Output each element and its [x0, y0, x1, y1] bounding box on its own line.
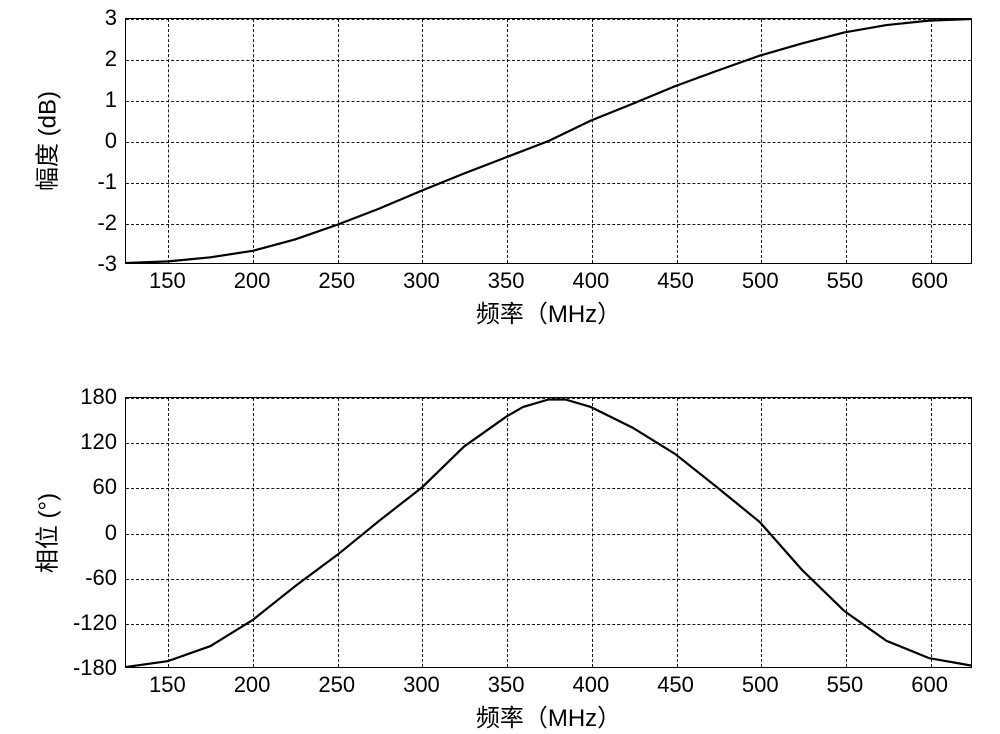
- panel-phase: 150200250300350400450500550600-180-120-6…: [0, 0, 1000, 734]
- ytick-label: -180: [73, 655, 117, 681]
- xtick-label: 500: [742, 672, 779, 698]
- series-svg: [126, 398, 971, 667]
- plot-area-phase: [125, 397, 972, 668]
- ytick-label: 120: [80, 429, 117, 455]
- ytick-label: 180: [80, 384, 117, 410]
- ytick-label: -120: [73, 610, 117, 636]
- xtick-label: 450: [657, 672, 694, 698]
- xtick-label: 300: [403, 672, 440, 698]
- ytick-label: -60: [85, 565, 117, 591]
- xtick-label: 600: [911, 672, 948, 698]
- figure: 150200250300350400450500550600-3-2-10123…: [0, 0, 1000, 734]
- ylabel: 相位 (°): [28, 492, 63, 572]
- xtick-label: 550: [827, 672, 864, 698]
- xlabel: 频率（MHz）: [476, 698, 621, 733]
- xtick-label: 150: [149, 672, 186, 698]
- series-phase: [126, 399, 971, 667]
- xtick-label: 250: [318, 672, 355, 698]
- xtick-label: 200: [234, 672, 271, 698]
- xtick-label: 350: [488, 672, 525, 698]
- ytick-label: 0: [105, 520, 117, 546]
- ytick-label: 60: [93, 474, 117, 500]
- xtick-label: 400: [572, 672, 609, 698]
